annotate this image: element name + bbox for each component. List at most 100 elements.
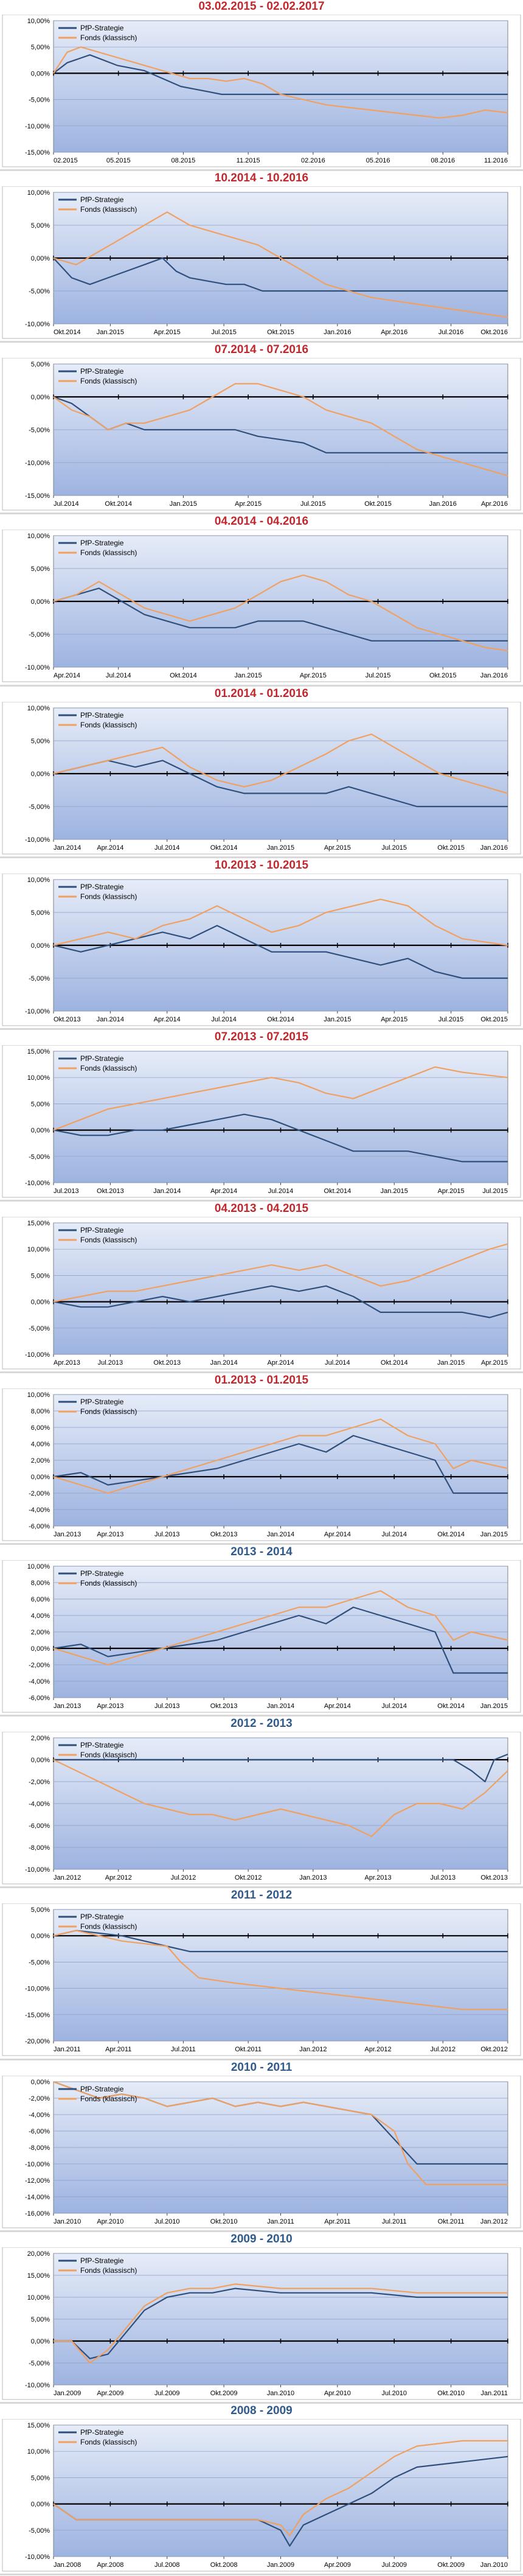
y-tick-label: 6,00% <box>31 1424 50 1432</box>
series-line-0 <box>53 1606 508 1674</box>
y-tick-label: 0,00% <box>31 1127 50 1134</box>
x-tick-label: Okt.2014 <box>210 844 238 852</box>
x-tick-label: Jul.2015 <box>300 500 326 508</box>
line-chart: 5,00% 0,00% -5,00% -10,00% -15,00% -20,00% Jan… <box>2 1903 521 2056</box>
y-tick-label: -5,00% <box>29 975 50 982</box>
legend-label: PfP-Strategie <box>80 195 124 204</box>
x-tick-label: Apr.2011 <box>324 2218 350 2225</box>
y-tick-label: -5,00% <box>29 1959 50 1967</box>
chart-panel: 07.2014 - 07.2016 5,00% 0,00% -5,00% -10,00%… <box>0 343 523 515</box>
x-tick-label: Jan.2014 <box>267 1703 294 1710</box>
x-tick-label: Okt.2010 <box>210 2218 238 2225</box>
x-tick-label: 08.2016 <box>431 157 455 164</box>
y-tick-label: 5,00% <box>31 1101 50 1108</box>
y-tick-label: 15,00% <box>27 2272 50 2280</box>
x-tick-label: Okt.2013 <box>480 1874 508 1881</box>
y-tick-label: -2,00% <box>29 2095 50 2102</box>
y-tick-label: -6,00% <box>29 2128 50 2135</box>
x-tick-label: Apr.2014 <box>324 1531 351 1538</box>
y-tick-label: 0,00% <box>31 2338 50 2345</box>
y-tick-label: -5,00% <box>29 631 50 639</box>
chart-title: 2012 - 2013 <box>230 1717 293 1731</box>
chart-title: 03.02.2015 - 02.02.2017 <box>198 0 325 13</box>
line-chart: 15,00% 10,00% 5,00% 0,00% -5,00% -10,00% Apr.2… <box>2 1216 521 1370</box>
x-tick-label: Okt.2009 <box>437 2561 465 2569</box>
legend-label: Fonds (klassisch) <box>80 1236 137 1244</box>
x-tick-label: Jan.2016 <box>429 500 457 508</box>
line-chart: 10,00% 5,00% 0,00% -5,00% -10,00% Jan.2014 Apr… <box>2 701 521 855</box>
y-tick-label: 0,00% <box>31 1299 50 1306</box>
y-tick-label: 10,00% <box>27 189 50 197</box>
x-tick-label: 11.2016 <box>484 157 508 164</box>
y-tick-label: 0,00% <box>31 1933 50 1941</box>
series-line-0 <box>53 1435 508 1494</box>
x-tick-label: Jan.2011 <box>481 2390 508 2397</box>
series-line-0 <box>53 925 508 979</box>
x-tick-label: Jul.2009 <box>154 2390 180 2397</box>
y-tick-label: -10,00% <box>25 1008 50 1015</box>
chart-title: 01.2014 - 01.2016 <box>214 687 309 700</box>
y-tick-label: -4,00% <box>29 2112 50 2119</box>
x-tick-label: Okt.2016 <box>480 329 508 336</box>
legend-label: Fonds (klassisch) <box>80 548 137 557</box>
chart-title: 01.2013 - 01.2015 <box>214 1374 309 1387</box>
x-tick-label: Apr.2013 <box>97 1531 123 1538</box>
x-tick-label: Okt.2015 <box>437 844 465 852</box>
x-tick-label: Apr.2014 <box>54 672 80 679</box>
y-tick-label: 2,00% <box>31 1629 50 1636</box>
y-tick-label: 0,00% <box>31 394 50 401</box>
y-tick-label: -2,00% <box>29 1662 50 1669</box>
x-tick-label: Apr.2016 <box>381 329 407 336</box>
y-tick-label: 4,00% <box>31 1612 50 1620</box>
x-tick-label: Jul.2011 <box>382 2218 407 2225</box>
legend-label: Fonds (klassisch) <box>80 1064 137 1073</box>
x-tick-label: Apr.2010 <box>324 2390 351 2397</box>
y-tick-label: -14,00% <box>25 2194 50 2201</box>
y-tick-label: 0,00% <box>31 598 50 606</box>
x-tick-label: Jul.2015 <box>381 844 407 852</box>
x-tick-label: Okt.2013 <box>210 1531 238 1538</box>
x-tick-label: Jan.2014 <box>54 844 81 852</box>
y-tick-label: -15,00% <box>25 492 50 500</box>
y-tick-label: -20,00% <box>25 2038 50 2045</box>
legend-label: Fonds (klassisch) <box>80 892 137 901</box>
legend-label: PfP-Strategie <box>80 1226 124 1234</box>
y-tick-label: -5,00% <box>29 288 50 295</box>
legend-label: PfP-Strategie <box>80 2256 124 2265</box>
x-tick-label: Jul.2015 <box>482 1188 508 1195</box>
y-tick-label: 10,00% <box>27 1563 50 1570</box>
legend-label: Fonds (klassisch) <box>80 1579 137 1587</box>
y-tick-label: 0,00% <box>31 1757 50 1764</box>
y-tick-label: -2,00% <box>29 1490 50 1497</box>
x-tick-label: Jul.2015 <box>365 672 391 679</box>
x-tick-label: Jul.2014 <box>211 1016 237 1023</box>
y-tick-label: -6,00% <box>29 1695 50 1702</box>
x-tick-label: Jul.2014 <box>154 844 180 852</box>
x-tick-label: Jan.2014 <box>267 1531 294 1538</box>
x-tick-label: Jul.2010 <box>154 2218 180 2225</box>
chart-title: 2013 - 2014 <box>230 1545 293 1559</box>
chart-title: 2010 - 2011 <box>230 2060 293 2074</box>
series-line-1 <box>53 1930 508 2011</box>
x-tick-label: 05.2015 <box>106 157 131 164</box>
x-tick-label: Jul.2008 <box>154 2561 180 2569</box>
y-tick-label: -10,00% <box>25 2161 50 2168</box>
x-tick-label: Apr.2015 <box>300 672 327 679</box>
chart-panel: 10.2014 - 10.2016 10,00% 5,00% 0,00% -5,00% -… <box>0 172 523 343</box>
x-tick-label: Jan.2014 <box>97 1016 124 1023</box>
x-tick-label: Jan.2013 <box>54 1531 81 1538</box>
line-chart: 10,00% 5,00% 0,00% -5,00% -10,00% -15,00% 02.2… <box>2 15 521 167</box>
y-tick-label: 20,00% <box>27 2250 50 2258</box>
x-tick-label: Jan.2015 <box>170 500 197 508</box>
chart-title: 04.2014 - 04.2016 <box>214 515 309 528</box>
x-tick-label: Okt.2013 <box>210 1703 238 1710</box>
series-line-1 <box>54 2283 508 2364</box>
x-tick-label: 05.2016 <box>366 157 390 164</box>
y-tick-label: 5,00% <box>31 1906 50 1914</box>
y-tick-label: -5,00% <box>29 427 50 434</box>
x-tick-label: Okt.2015 <box>364 500 392 508</box>
plot-area <box>53 1051 508 1183</box>
chart-panel: 2008 - 2009 15,00% 10,00% 5,00% 0,00% -5,00% -… <box>0 2404 523 2576</box>
x-tick-label: Jul.2015 <box>211 329 237 336</box>
series-line-1 <box>53 733 508 794</box>
